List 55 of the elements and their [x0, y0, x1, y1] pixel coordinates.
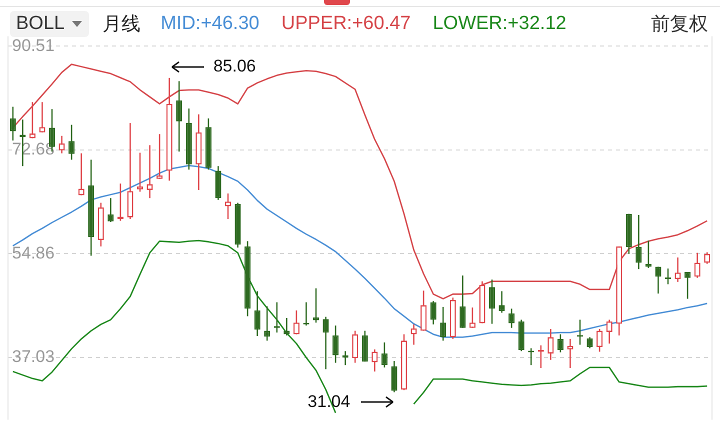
candlestick [567, 338, 574, 369]
candlestick [636, 214, 642, 270]
candlestick [381, 342, 388, 368]
candlestick [176, 80, 182, 152]
candlestick [352, 330, 358, 364]
candlestick [508, 308, 515, 329]
candlestick [68, 124, 75, 160]
candlestick [10, 106, 16, 142]
candlestick [664, 268, 672, 285]
annotation: 85.06 [213, 56, 256, 76]
text: MID:+46.30 [160, 13, 260, 35]
candlestick [430, 300, 436, 326]
chart-subtitle: 月线 [102, 13, 141, 37]
candlestick [606, 319, 612, 344]
candlestick [312, 288, 320, 324]
text: 前复权 [651, 13, 708, 37]
candlestick [655, 266, 662, 294]
candlestick [410, 324, 417, 346]
legend-label: UPPER:+60.47 [281, 13, 411, 35]
chart-title: BOLL [16, 13, 65, 35]
candlestick [362, 330, 368, 362]
candlestick [58, 135, 65, 154]
text: LOWER:+32.12 [432, 13, 566, 35]
candlestick [420, 290, 427, 332]
candlestick [498, 290, 505, 314]
candlestick [694, 252, 700, 278]
candlestick [645, 240, 652, 269]
y-tick-label: 54.86 [12, 243, 55, 262]
y-tick-label: 37.03 [12, 347, 55, 366]
candlestick [332, 324, 339, 364]
candlestick [322, 316, 329, 370]
candlestick [674, 256, 681, 283]
candlestick [596, 328, 603, 352]
candlestick [440, 306, 446, 342]
candlestick [704, 252, 710, 265]
candlestick [284, 317, 290, 336]
candlestick [146, 144, 153, 199]
candlestick [469, 306, 476, 329]
candlestick [684, 271, 691, 300]
candlestick [391, 360, 398, 393]
candlestick [254, 290, 260, 337]
candlestick [39, 101, 46, 134]
candlestick [29, 101, 36, 139]
candlestick [557, 334, 564, 353]
candlestick [586, 336, 593, 349]
candlestick [156, 133, 163, 180]
candlestick [127, 122, 134, 220]
candlestick [264, 306, 270, 342]
y-tick-label: 90.51 [12, 36, 55, 55]
candlestick [108, 197, 114, 223]
candlestick [372, 348, 378, 372]
candlestick [78, 152, 84, 196]
candlestick [293, 310, 300, 335]
candlestick [548, 328, 554, 361]
candlestick [460, 274, 466, 329]
